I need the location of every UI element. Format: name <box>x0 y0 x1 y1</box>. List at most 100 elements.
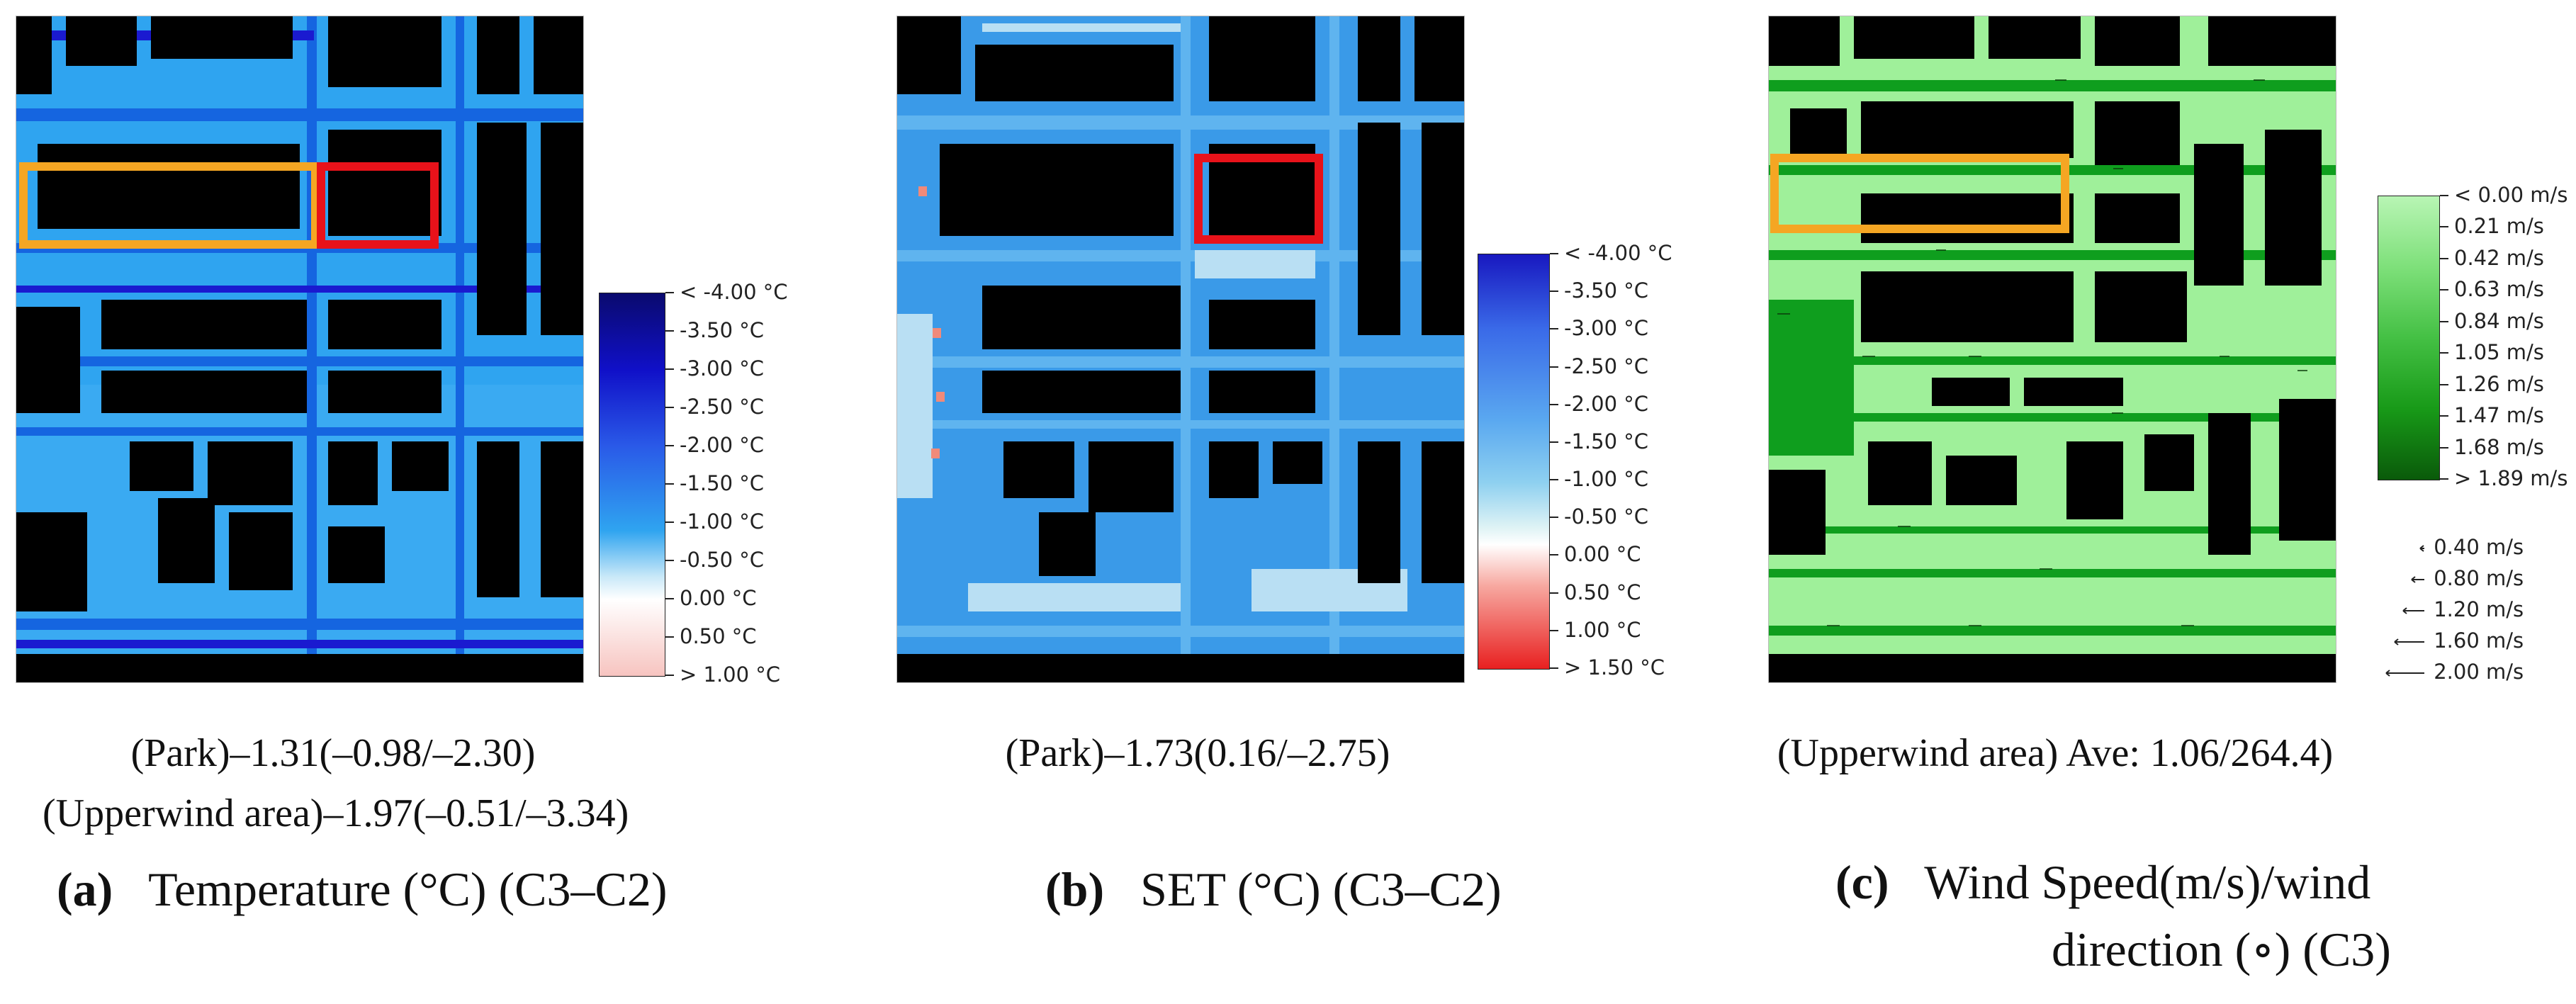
panel-letter-b: (b) <box>1045 862 1105 916</box>
legend-tick <box>1550 291 1558 293</box>
legend-label: 0.63 m/s <box>2454 277 2544 302</box>
legend-label: -0.50 °C <box>680 548 765 572</box>
wind-vector-label: 2.00 m/s <box>2427 660 2524 684</box>
wind-speed-colorbar <box>2378 196 2440 480</box>
legend-tick <box>665 368 674 370</box>
title-c-line-2: direction (∘) (C3) <box>2052 923 2391 976</box>
legend-label: -1.00 °C <box>680 509 765 534</box>
caption-c-line-1: (Upperwind area) Ave: 1.06/264.4) <box>1777 731 2334 775</box>
legend-label: 1.68 m/s <box>2454 434 2544 459</box>
legend-tick <box>665 445 674 446</box>
legend-tick <box>1550 667 1558 669</box>
legend-tick <box>1550 328 1558 330</box>
panel-letter-a: (a) <box>57 862 113 916</box>
legend-label: -2.50 °C <box>1564 354 1649 378</box>
legend-label: 1.47 m/s <box>2454 403 2544 428</box>
wind-arrow-icon <box>2394 638 2424 645</box>
legend-label: > 1.89 m/s <box>2454 466 2568 490</box>
title-b: (b) SET (°C) (C3–C2) <box>1045 861 1502 919</box>
wind-vector-legend-item: 0.40 m/s <box>2378 535 2524 559</box>
caption-a-line-2: (Upperwind area)–1.97(–0.51/–3.34) <box>43 791 629 835</box>
legend-label: 0.42 m/s <box>2454 245 2544 270</box>
legend-label: 1.00 °C <box>1564 617 1641 642</box>
wind-arrow-icon <box>2419 545 2424 552</box>
legend-label: 1.05 m/s <box>2454 340 2544 365</box>
legend-label: 1.26 m/s <box>2454 371 2544 396</box>
legend-label: < 0.00 m/s <box>2454 183 2568 207</box>
legend-tick <box>2440 320 2448 322</box>
set-colorbar <box>1478 254 1550 670</box>
wind-arrow-icon <box>2402 607 2424 614</box>
wind-vector-legend-item: 0.80 m/s <box>2378 566 2524 590</box>
title-c-text: Wind Speed(m/s)/wind <box>1924 855 2371 909</box>
legend-tick <box>1550 441 1558 443</box>
wind-vector-legend-item: 1.20 m/s <box>2378 597 2524 621</box>
legend-tick <box>2440 257 2448 259</box>
legend-tick <box>665 521 674 523</box>
legend-tick <box>665 483 674 485</box>
legend-tick <box>2440 415 2448 417</box>
set-difference-map <box>896 16 1465 683</box>
legend-label: -2.50 °C <box>680 395 765 419</box>
legend-tick <box>665 636 674 638</box>
wind-vector-label: 1.20 m/s <box>2427 597 2524 621</box>
legend-label: -2.00 °C <box>680 433 765 457</box>
legend-tick <box>1550 479 1558 481</box>
legend-tick <box>2440 446 2448 449</box>
legend-label: 0.50 °C <box>680 624 757 648</box>
legend-label: 0.21 m/s <box>2454 214 2544 239</box>
legend-tick <box>665 407 674 408</box>
legend-tick <box>665 560 674 561</box>
title-a-text: Temperature (°C) (C3–C2) <box>148 862 668 916</box>
legend-label: 0.84 m/s <box>2454 308 2544 333</box>
title-c: (c) Wind Speed(m/s)/wind <box>1835 854 2370 912</box>
legend-label: -3.50 °C <box>680 318 765 342</box>
legend-label: -1.50 °C <box>1564 429 1649 453</box>
legend-label: 0.00 °C <box>680 586 757 610</box>
legend-tick <box>2440 226 2448 228</box>
caption-a-line-1: (Park)–1.31(–0.98/–2.30) <box>130 731 536 775</box>
wind-vector-legend-item: 1.60 m/s <box>2378 628 2524 653</box>
wind-speed-map <box>1768 16 2336 683</box>
legend-label: > 1.00 °C <box>680 662 781 687</box>
legend-tick <box>665 330 674 332</box>
legend-label: -3.00 °C <box>1564 316 1649 341</box>
wind-vector-legend-item: 2.00 m/s <box>2378 660 2524 684</box>
legend-tick <box>2440 478 2448 480</box>
legend-tick <box>1550 366 1558 368</box>
legend-tick <box>1550 253 1558 254</box>
wind-vector-label: 1.60 m/s <box>2427 628 2524 653</box>
legend-tick <box>2440 289 2448 291</box>
wind-arrow-icon <box>2385 670 2424 677</box>
legend-tick <box>665 675 674 676</box>
legend-tick <box>1550 554 1558 556</box>
legend-tick <box>1550 517 1558 519</box>
legend-tick <box>665 598 674 599</box>
legend-label: < -4.00 °C <box>1564 241 1672 265</box>
wind-vector-label: 0.80 m/s <box>2427 566 2524 590</box>
wind-arrow-icon <box>2411 576 2424 583</box>
title-a: (a) Temperature (°C) (C3–C2) <box>57 861 668 919</box>
panel-letter-c: (c) <box>1835 855 1889 909</box>
temperature-colorbar <box>599 293 665 677</box>
legend-label: < -4.00 °C <box>680 280 788 304</box>
legend-label: -1.00 °C <box>1564 467 1649 492</box>
legend-label: 0.00 °C <box>1564 542 1641 567</box>
legend-tick <box>665 292 674 293</box>
caption-b-line-1: (Park)–1.73(0.16/–2.75) <box>1005 731 1390 775</box>
title-b-text: SET (°C) (C3–C2) <box>1140 862 1502 916</box>
legend-label: -2.00 °C <box>1564 391 1649 416</box>
legend-tick <box>1550 592 1558 594</box>
legend-label: 0.50 °C <box>1564 580 1641 604</box>
temperature-difference-map <box>16 16 584 683</box>
wind-vector-label: 0.40 m/s <box>2427 535 2524 559</box>
legend-label: -0.50 °C <box>1564 504 1649 529</box>
legend-tick <box>2440 383 2448 385</box>
legend-label: -1.50 °C <box>680 471 765 495</box>
legend-label: -3.00 °C <box>680 356 765 380</box>
legend-tick <box>2440 195 2448 196</box>
legend-label: > 1.50 °C <box>1564 655 1665 679</box>
legend-tick <box>1550 629 1558 631</box>
legend-tick <box>2440 352 2448 354</box>
legend-label: -3.50 °C <box>1564 278 1649 303</box>
